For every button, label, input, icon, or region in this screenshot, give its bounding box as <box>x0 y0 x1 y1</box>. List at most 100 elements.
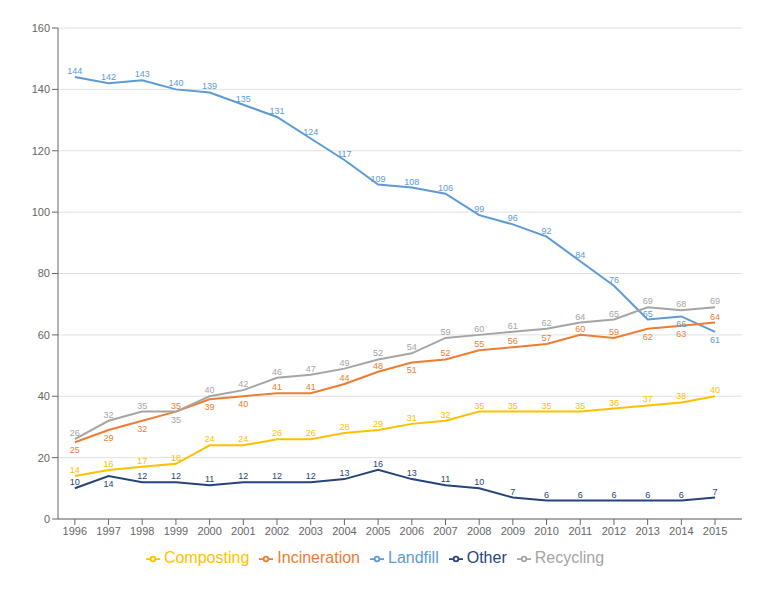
svg-text:35: 35 <box>575 401 585 411</box>
svg-text:0: 0 <box>44 513 50 525</box>
svg-text:61: 61 <box>508 321 518 331</box>
svg-text:2006: 2006 <box>400 525 424 537</box>
svg-text:38: 38 <box>676 391 686 401</box>
svg-text:96: 96 <box>508 213 518 223</box>
svg-text:10: 10 <box>474 477 484 487</box>
svg-text:41: 41 <box>306 382 316 392</box>
svg-text:140: 140 <box>32 83 50 95</box>
svg-text:16: 16 <box>104 459 114 469</box>
svg-text:36: 36 <box>609 398 619 408</box>
svg-text:99: 99 <box>474 204 484 214</box>
svg-text:131: 131 <box>269 106 284 116</box>
svg-text:26: 26 <box>272 428 282 438</box>
svg-text:12: 12 <box>306 471 316 481</box>
svg-text:62: 62 <box>643 332 653 342</box>
svg-text:11: 11 <box>441 474 450 484</box>
svg-text:92: 92 <box>542 226 552 236</box>
svg-text:48: 48 <box>373 361 383 371</box>
svg-text:20: 20 <box>38 452 50 464</box>
svg-text:69: 69 <box>643 296 653 306</box>
svg-text:124: 124 <box>303 127 318 137</box>
svg-text:17: 17 <box>137 456 147 466</box>
svg-text:35: 35 <box>137 401 147 411</box>
svg-text:109: 109 <box>371 174 386 184</box>
svg-text:28: 28 <box>339 422 349 432</box>
svg-text:142: 142 <box>101 72 116 82</box>
svg-text:52: 52 <box>440 348 450 358</box>
svg-text:1996: 1996 <box>63 525 87 537</box>
svg-text:2000: 2000 <box>197 525 221 537</box>
svg-text:63: 63 <box>676 329 686 339</box>
svg-text:57: 57 <box>542 333 552 343</box>
svg-text:2007: 2007 <box>433 525 457 537</box>
svg-text:41: 41 <box>272 382 282 392</box>
svg-text:12: 12 <box>238 471 248 481</box>
svg-text:35: 35 <box>171 401 181 411</box>
svg-text:64: 64 <box>710 312 720 322</box>
svg-text:6: 6 <box>611 490 616 500</box>
svg-text:24: 24 <box>238 434 248 444</box>
svg-text:10: 10 <box>70 477 80 487</box>
svg-text:60: 60 <box>38 329 50 341</box>
svg-text:6: 6 <box>544 490 549 500</box>
svg-text:47: 47 <box>306 364 316 374</box>
svg-text:40: 40 <box>38 390 50 402</box>
svg-text:64: 64 <box>575 312 585 322</box>
svg-text:35: 35 <box>171 415 181 425</box>
svg-text:7: 7 <box>713 487 718 497</box>
svg-text:14: 14 <box>104 479 114 489</box>
svg-text:55: 55 <box>474 339 484 349</box>
svg-text:108: 108 <box>404 177 419 187</box>
svg-text:40: 40 <box>710 385 720 395</box>
svg-text:12: 12 <box>272 471 282 481</box>
svg-text:42: 42 <box>238 379 248 389</box>
svg-text:120: 120 <box>32 145 50 157</box>
svg-text:1998: 1998 <box>130 525 154 537</box>
svg-text:2002: 2002 <box>265 525 289 537</box>
svg-text:56: 56 <box>508 336 518 346</box>
svg-text:32: 32 <box>137 424 147 434</box>
svg-text:26: 26 <box>306 428 316 438</box>
svg-text:40: 40 <box>205 385 215 395</box>
svg-text:35: 35 <box>474 401 484 411</box>
svg-text:2003: 2003 <box>298 525 322 537</box>
svg-text:80: 80 <box>38 267 50 279</box>
svg-text:44: 44 <box>339 373 349 383</box>
svg-text:65: 65 <box>643 309 653 319</box>
svg-text:49: 49 <box>339 358 349 368</box>
svg-text:6: 6 <box>645 490 650 500</box>
svg-text:60: 60 <box>575 324 585 334</box>
svg-text:61: 61 <box>710 335 720 345</box>
svg-text:2014: 2014 <box>669 525 693 537</box>
svg-text:76: 76 <box>609 275 619 285</box>
svg-text:100: 100 <box>32 206 50 218</box>
svg-text:37: 37 <box>643 394 653 404</box>
svg-text:143: 143 <box>135 69 150 79</box>
svg-text:1999: 1999 <box>164 525 188 537</box>
svg-text:35: 35 <box>508 401 518 411</box>
svg-text:51: 51 <box>407 365 417 375</box>
svg-text:6: 6 <box>578 490 583 500</box>
svg-text:26: 26 <box>70 428 80 438</box>
svg-text:18: 18 <box>171 453 181 463</box>
svg-text:35: 35 <box>542 401 552 411</box>
svg-text:140: 140 <box>168 78 183 88</box>
svg-text:139: 139 <box>202 81 217 91</box>
svg-text:24: 24 <box>205 434 215 444</box>
svg-text:2004: 2004 <box>332 525 356 537</box>
svg-text:54: 54 <box>407 342 417 352</box>
svg-text:135: 135 <box>236 94 251 104</box>
svg-text:29: 29 <box>104 433 114 443</box>
svg-text:11: 11 <box>205 474 214 484</box>
svg-text:39: 39 <box>205 402 215 412</box>
svg-text:2012: 2012 <box>602 525 626 537</box>
svg-text:12: 12 <box>137 471 147 481</box>
svg-text:62: 62 <box>542 318 552 328</box>
svg-text:13: 13 <box>339 468 349 478</box>
svg-text:60: 60 <box>474 324 484 334</box>
svg-text:29: 29 <box>373 419 383 429</box>
svg-text:65: 65 <box>609 309 619 319</box>
svg-text:32: 32 <box>440 410 450 420</box>
svg-text:2011: 2011 <box>568 525 592 537</box>
svg-text:2008: 2008 <box>467 525 491 537</box>
